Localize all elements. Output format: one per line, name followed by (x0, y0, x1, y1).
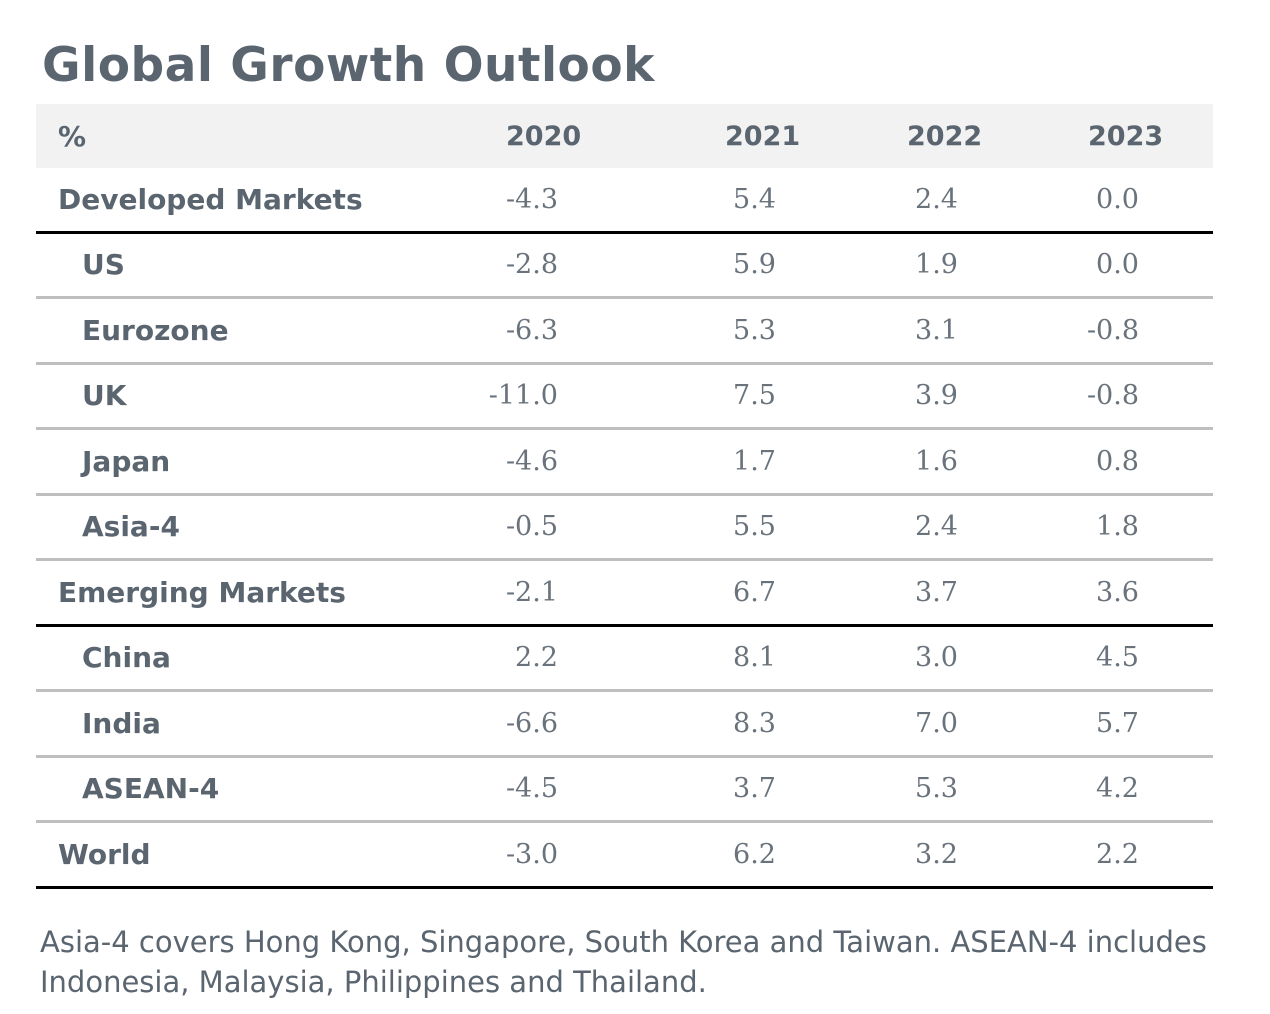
row-value-2020: -0.5 (505, 511, 558, 543)
row-value-2020: -11.0 (488, 380, 558, 412)
row-value-2022: 3.9 (915, 380, 958, 412)
row-value-2023: 0.0 (1096, 249, 1139, 281)
row-value-2023: 4.2 (1096, 773, 1139, 805)
table-row: ASEAN-4 -4.5 3.7 5.3 4.2 (36, 758, 1213, 823)
table-row: US -2.8 5.9 1.9 0.0 (36, 234, 1213, 299)
row-value-2020: -3.0 (505, 838, 558, 870)
table-row: Eurozone -6.3 5.3 3.1 -0.8 (36, 299, 1213, 365)
row-value-2021: 7.5 (733, 380, 776, 412)
row-value-2021: 8.1 (733, 642, 776, 674)
row-value-2023: 3.6 (1096, 576, 1139, 608)
row-value-2022: 1.9 (915, 249, 958, 281)
row-value-2023: 1.8 (1096, 511, 1139, 543)
row-value-2022: 2.4 (915, 511, 958, 543)
row-value-2022: 3.1 (915, 314, 958, 346)
row-value-2021: 1.7 (733, 445, 776, 477)
row-value-2022: 3.0 (915, 642, 958, 674)
row-value-2022: 3.2 (915, 838, 958, 870)
row-label: India (82, 706, 161, 740)
row-value-2020: -2.8 (505, 249, 558, 281)
row-value-2023: 2.2 (1096, 838, 1139, 870)
growth-table: % 2020 2021 2022 2023 Developed Markets -… (36, 104, 1213, 889)
row-value-2022: 5.3 (915, 773, 958, 805)
table-row: UK -11.0 7.5 3.9 -0.8 (36, 365, 1213, 430)
table-row: Japan -4.6 1.7 1.6 0.8 (36, 430, 1213, 496)
row-value-2021: 6.2 (733, 838, 776, 870)
row-value-2020: -4.6 (505, 445, 558, 477)
row-label: UK (82, 379, 127, 413)
row-label: Emerging Markets (58, 575, 346, 609)
header-2020: 2020 (506, 120, 582, 152)
row-value-2022: 7.0 (915, 707, 958, 739)
row-value-2020: -6.3 (505, 314, 558, 346)
row-label: China (82, 641, 171, 675)
row-value-2022: 1.6 (915, 445, 958, 477)
row-label: Developed Markets (58, 182, 363, 216)
row-value-2021: 6.7 (733, 576, 776, 608)
row-value-2021: 5.9 (733, 249, 776, 281)
row-value-2023: -0.8 (1086, 380, 1139, 412)
row-value-2023: 5.7 (1096, 707, 1139, 739)
page-title: Global Growth Outlook (42, 38, 655, 93)
row-value-2022: 2.4 (915, 183, 958, 215)
row-value-2020: -2.1 (505, 576, 558, 608)
row-value-2021: 3.7 (733, 773, 776, 805)
row-value-2020: -6.6 (505, 707, 558, 739)
header-2023: 2023 (1088, 120, 1164, 152)
row-label: US (82, 248, 125, 282)
row-value-2023: -0.8 (1086, 314, 1139, 346)
row-value-2023: 0.0 (1096, 183, 1139, 215)
row-label: ASEAN-4 (82, 772, 220, 806)
row-label: World (58, 837, 151, 871)
footnote: Asia-4 covers Hong Kong, Singapore, Sout… (40, 925, 1207, 999)
row-label: Asia-4 (82, 510, 180, 544)
table-row: Asia-4 -0.5 5.5 2.4 1.8 (36, 496, 1213, 561)
table-row: World -3.0 6.2 3.2 2.2 (36, 823, 1213, 889)
row-value-2023: 4.5 (1096, 642, 1139, 674)
row-value-2021: 5.3 (733, 314, 776, 346)
table-row: China 2.2 8.1 3.0 4.5 (36, 627, 1213, 692)
table-row: Emerging Markets -2.1 6.7 3.7 3.6 (36, 561, 1213, 627)
header-2022: 2022 (907, 120, 983, 152)
row-value-2021: 5.4 (733, 183, 776, 215)
row-value-2020: -4.3 (505, 183, 558, 215)
row-value-2022: 3.7 (915, 576, 958, 608)
row-value-2020: 2.2 (515, 642, 558, 674)
row-value-2021: 5.5 (733, 511, 776, 543)
row-value-2023: 0.8 (1096, 445, 1139, 477)
row-value-2020: -4.5 (505, 773, 558, 805)
row-value-2021: 8.3 (733, 707, 776, 739)
header-unit: % (58, 119, 87, 153)
table-row: Developed Markets -4.3 5.4 2.4 0.0 (36, 168, 1213, 234)
row-label: Eurozone (82, 313, 229, 347)
header-2021: 2021 (725, 120, 801, 152)
row-label: Japan (82, 444, 171, 478)
table-row: India -6.6 8.3 7.0 5.7 (36, 692, 1213, 758)
table-header: % 2020 2021 2022 2023 (36, 104, 1213, 168)
